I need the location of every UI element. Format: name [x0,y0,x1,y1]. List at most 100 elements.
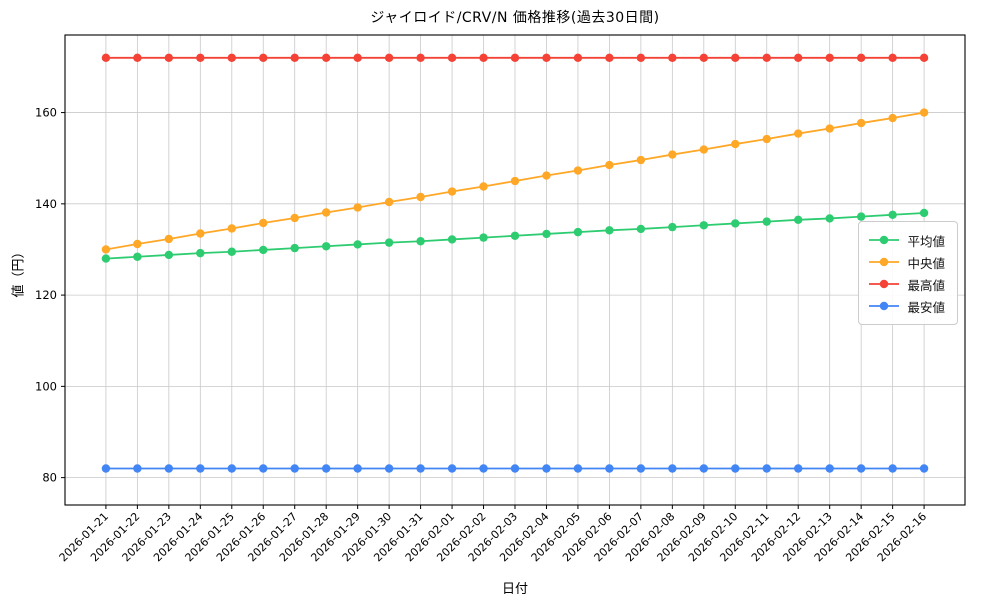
chart-legend: 平均値中央値最高値最安値 [858,221,958,325]
series-marker-median [573,166,583,175]
series-marker-average [290,243,299,253]
series-marker-median [290,213,299,223]
series-marker-lowest [479,464,488,473]
x-axis-label: 日付 [501,582,528,597]
series-marker-median [447,187,457,196]
series-marker-median [353,203,362,212]
series-marker-lowest [919,464,929,473]
series-marker-highest [447,53,457,63]
series-marker-average [384,238,394,247]
series-marker-highest [919,53,929,63]
series-marker-average [196,248,205,258]
series-marker-lowest [196,464,205,473]
series-marker-median [762,134,771,144]
series-marker-highest [573,53,583,63]
series-marker-lowest [353,464,362,473]
legend-label-lowest: 最安値 [907,299,945,315]
series-marker-highest [762,53,771,63]
series-marker-lowest [384,464,394,473]
series-marker-lowest [510,464,520,473]
series-marker-highest [731,53,740,63]
y-tick-label: 100 [35,379,57,393]
series-marker-average [731,219,740,228]
y-tick-label: 80 [42,471,57,485]
series-marker-lowest [731,464,740,473]
series-marker-median [510,176,520,186]
y-tick-label: 140 [35,197,57,211]
series-marker-median [101,245,111,254]
series-marker-highest [416,53,425,63]
series-marker-lowest [290,464,299,473]
series-marker-average [762,217,771,226]
series-marker-average [699,221,709,230]
series-marker-lowest [762,464,771,473]
series-marker-median [636,155,646,165]
series-marker-highest [888,53,897,63]
series-marker-median [699,145,709,154]
series-marker-lowest [416,464,425,473]
series-marker-highest [196,53,205,63]
series-marker-average [447,235,457,244]
legend-item-average: 平均値 [868,229,945,251]
series-marker-highest [825,53,834,63]
series-marker-highest [227,53,236,63]
legend-label-median: 中央値 [907,255,945,271]
series-marker-median [731,139,740,149]
series-marker-lowest [164,464,174,473]
series-marker-average [856,212,866,221]
series-marker-highest [164,53,174,63]
series-marker-lowest [794,464,803,473]
series-marker-median [384,197,394,207]
series-marker-average [605,226,614,235]
series-marker-highest [699,53,709,63]
series-marker-average [668,222,677,232]
series-marker-median [133,239,142,249]
series-marker-average [636,224,646,234]
series-marker-lowest [101,464,111,473]
series-marker-median [856,118,866,128]
legend-marker-average-icon [869,235,900,245]
series-marker-highest [101,53,111,63]
series-marker-average [133,252,142,261]
series-marker-highest [542,53,551,63]
series-marker-median [164,234,174,244]
series-marker-highest [353,53,362,63]
legend-label-average: 平均値 [907,233,945,249]
series-marker-highest [668,53,677,63]
series-marker-median [668,150,677,159]
series-marker-highest [510,53,520,63]
series-marker-highest [479,53,488,63]
chart-title: ジャイロイド/CRV/N 価格推移(過去30日間) [370,10,660,26]
series-marker-median [794,129,803,138]
series-marker-median [919,108,929,117]
series-marker-lowest [856,464,866,473]
series-marker-median [227,224,236,233]
series-marker-average [825,214,834,223]
legend-marker-lowest-icon [869,301,900,311]
series-marker-lowest [259,464,268,473]
series-marker-average [353,240,362,249]
series-marker-average [164,250,174,260]
series-marker-average [919,208,929,218]
series-marker-lowest [888,464,897,473]
series-marker-lowest [825,464,834,473]
series-marker-lowest [636,464,646,473]
series-marker-lowest [542,464,551,473]
series-marker-median [825,124,834,133]
series-marker-average [321,242,331,251]
series-marker-median [259,218,268,228]
series-marker-highest [384,53,394,63]
legend-item-highest: 最高値 [868,273,945,295]
series-marker-average [416,237,425,246]
series-marker-average [573,227,583,237]
y-axis-label: 値（円） [11,245,27,298]
series-marker-lowest [573,464,583,473]
series-marker-highest [259,53,268,63]
series-marker-lowest [133,464,142,473]
legend-item-median: 中央値 [868,251,945,273]
series-marker-highest [636,53,646,63]
series-marker-highest [290,53,299,63]
series-marker-lowest [668,464,677,473]
